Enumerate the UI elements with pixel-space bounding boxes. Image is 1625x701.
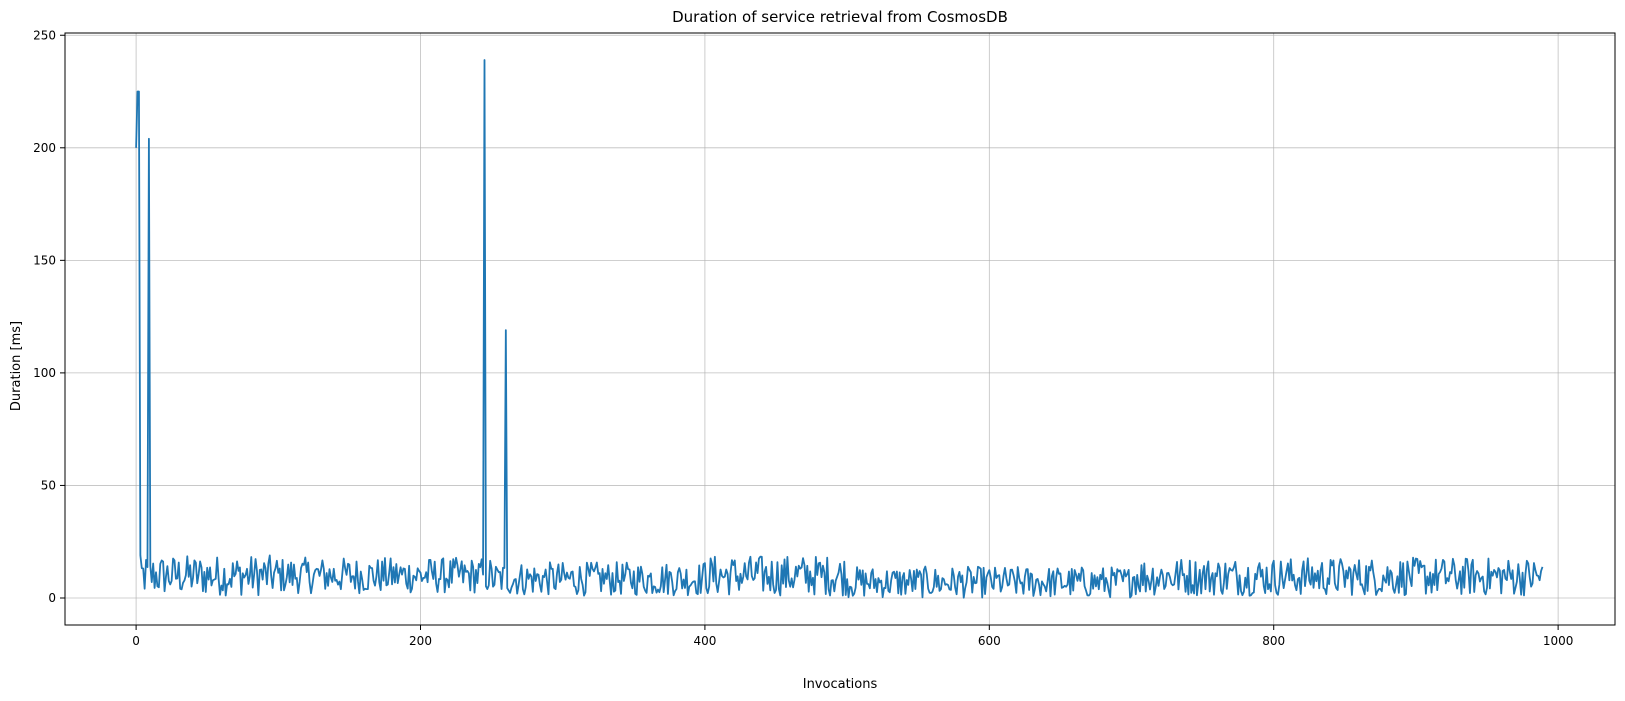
x-tick-label: 0	[132, 634, 140, 648]
y-tick-label: 0	[48, 591, 56, 605]
y-axis-ticks: 0 50 100 150 200 250	[33, 28, 65, 605]
x-axis-label: Invocations	[803, 677, 878, 692]
y-tick-label: 100	[33, 366, 56, 380]
x-tick-label: 1000	[1543, 634, 1574, 648]
plot-frame	[64, 32, 1616, 626]
y-tick-label: 150	[33, 253, 56, 267]
gridlines	[65, 33, 1615, 625]
chart-title: Duration of service retrieval from Cosmo…	[672, 8, 1008, 26]
x-tick-label: 400	[693, 634, 716, 648]
y-tick-label: 250	[33, 28, 56, 42]
x-axis-ticks: 0 200 400 600 800 1000	[132, 625, 1573, 648]
duration-series-line	[135, 59, 1544, 599]
y-axis-label: Duration [ms]	[9, 321, 24, 411]
x-tick-label: 200	[409, 634, 432, 648]
y-tick-label: 50	[41, 478, 56, 492]
x-tick-label: 800	[1262, 634, 1285, 648]
x-tick-label: 600	[978, 634, 1001, 648]
y-tick-label: 200	[33, 141, 56, 155]
